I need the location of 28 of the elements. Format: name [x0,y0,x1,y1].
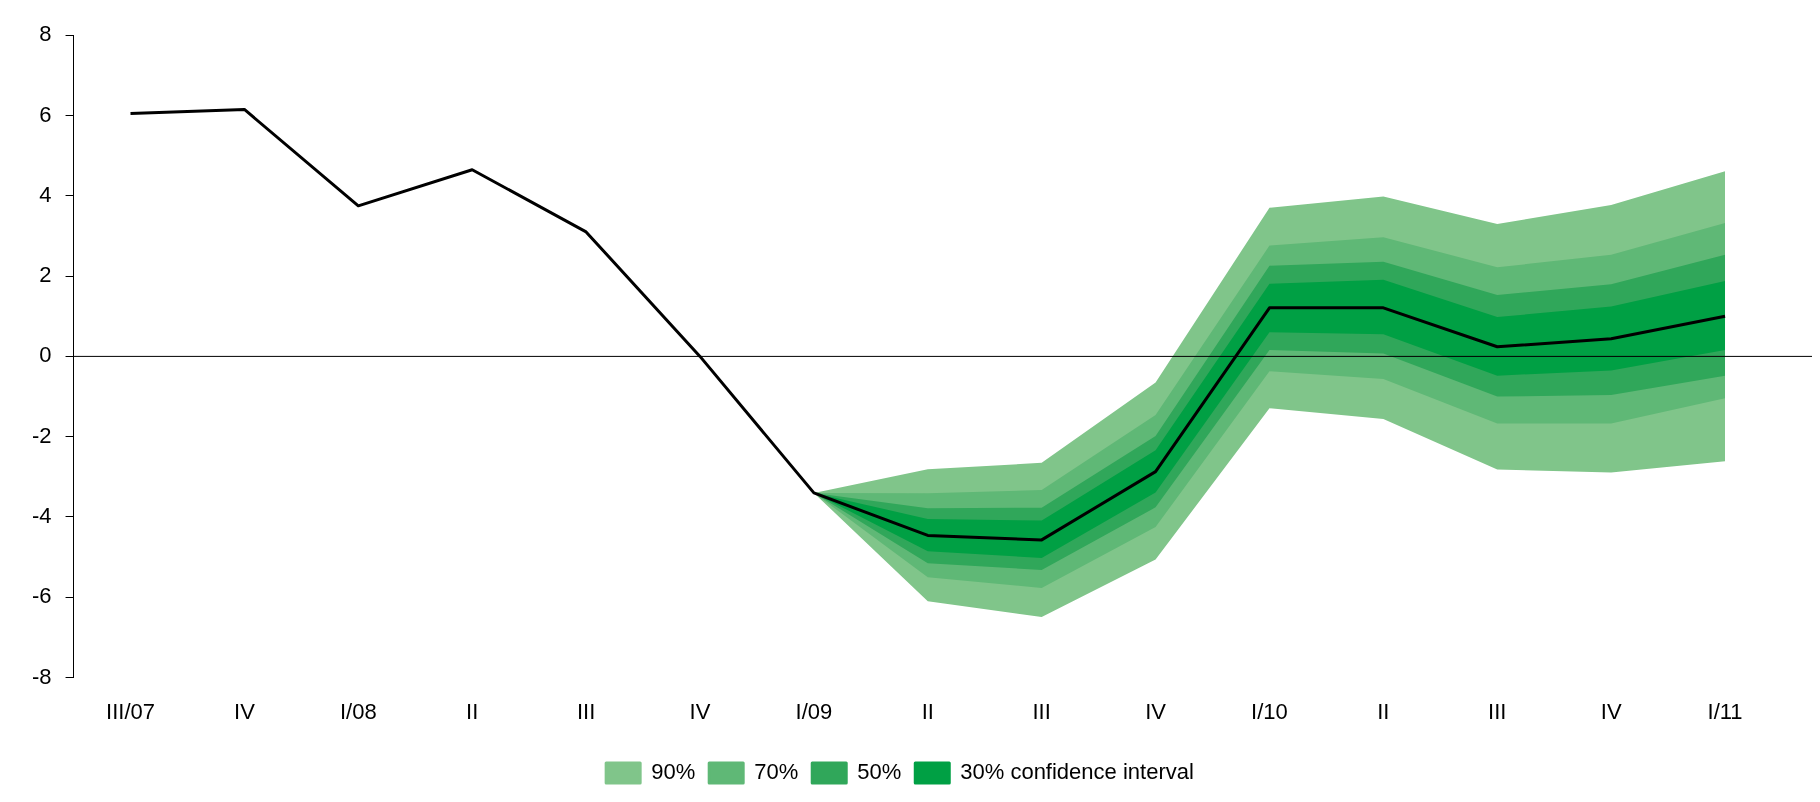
x-tick-label: III [576,698,596,724]
y-tick-label: -2 [32,422,52,448]
y-tick-label: -8 [32,663,52,689]
y-tick-label: -6 [32,583,52,609]
x-tick-label: II [466,698,479,724]
y-tick-label: -4 [32,503,52,529]
y-tick-label: 4 [39,181,52,207]
legend-label: 50% [857,759,902,785]
x-tick-label: IV [234,698,256,724]
x-tick-label: II [1377,698,1390,724]
y-tick-label: 2 [39,262,52,288]
x-tick-label: I/08 [339,698,377,724]
x-tick-label: II [921,698,934,724]
legend-label: 30% confidence interval [960,759,1194,785]
legend-label: 90% [651,759,696,785]
legend-label: 70% [754,759,799,785]
x-tick-label: III [1032,698,1051,724]
x-tick-label: I/10 [1251,698,1288,724]
x-tick-label: I/09 [795,698,833,724]
x-tick-label: I/11 [1707,698,1743,724]
y-tick-label: 6 [39,101,52,127]
x-tick-label: IV [689,698,711,724]
y-tick-label: 8 [39,21,52,47]
x-tick-label: III [1488,698,1507,724]
x-tick-label: IV [1600,698,1622,724]
x-tick-label: III/07 [106,698,155,724]
y-tick-label: 0 [39,342,52,368]
x-tick-label: IV [1145,698,1167,724]
